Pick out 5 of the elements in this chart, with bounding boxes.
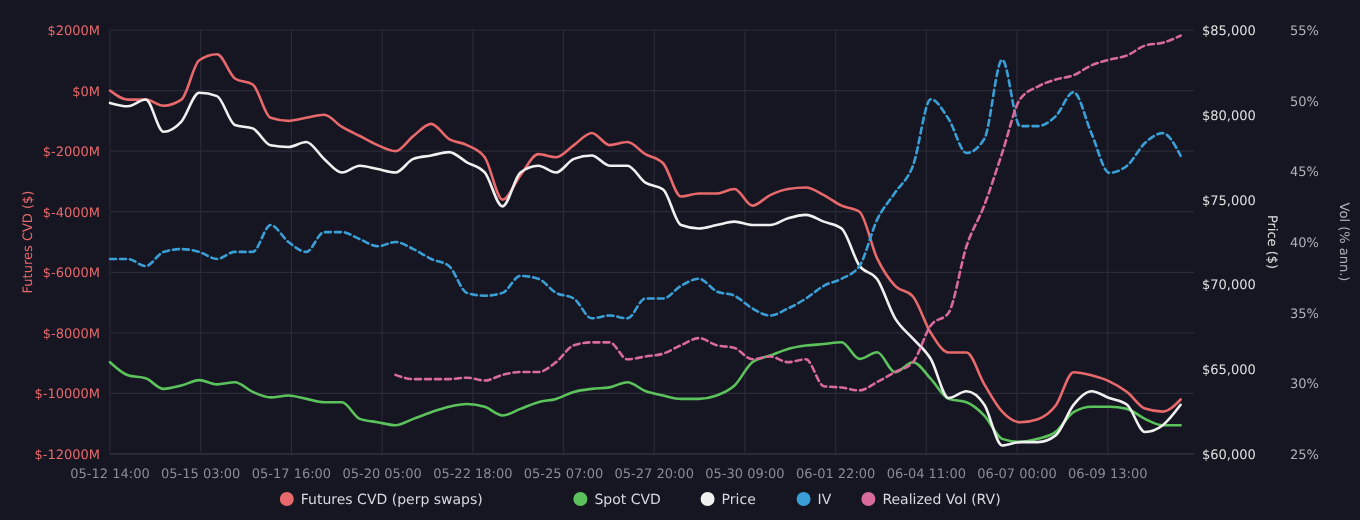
line-series [394, 34, 1182, 392]
line-series [108, 340, 1182, 444]
line-series [108, 58, 1182, 320]
line-series [108, 91, 1182, 447]
line-series [108, 52, 1182, 424]
